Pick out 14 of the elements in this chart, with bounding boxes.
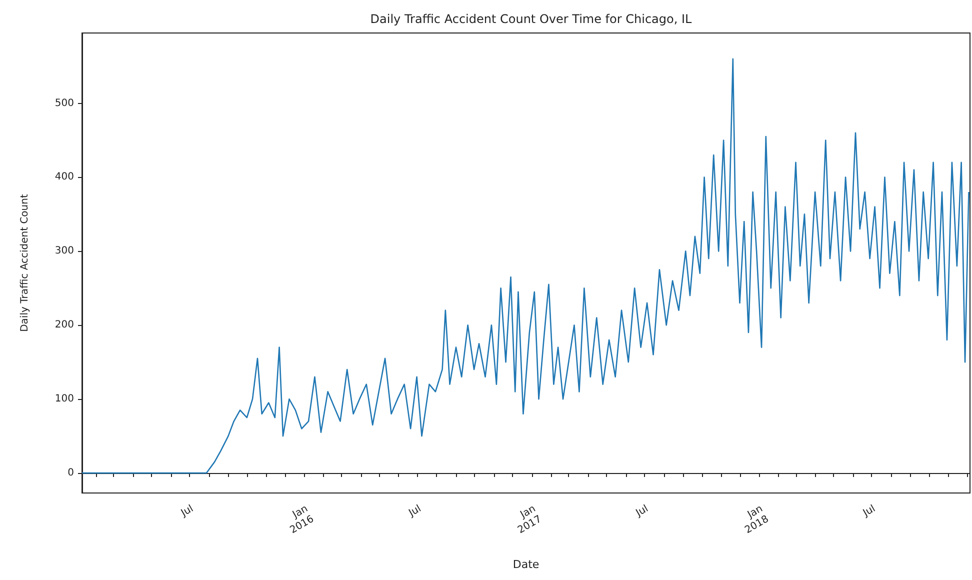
y-tick-label: 500 (54, 98, 74, 109)
y-tick-label: 200 (54, 320, 74, 331)
x-tick-label: Jul (860, 503, 878, 520)
chart-title: Daily Traffic Accident Count Over Time for Chicago, IL (370, 12, 692, 26)
x-axis-title: Date (512, 558, 540, 571)
x-tick-label: Jul (633, 503, 650, 520)
x-tick-label: Jul (406, 503, 424, 520)
y-tick-label: 300 (54, 246, 74, 257)
y-axis-title: Daily Traffic Accident Count (20, 194, 30, 332)
x-tick-label: Jul (178, 503, 196, 520)
y-tick-label: 100 (54, 394, 74, 405)
y-tick-label: 400 (54, 172, 74, 183)
y-tick-label: 0 (68, 468, 74, 479)
line-series (81, 58, 970, 474)
